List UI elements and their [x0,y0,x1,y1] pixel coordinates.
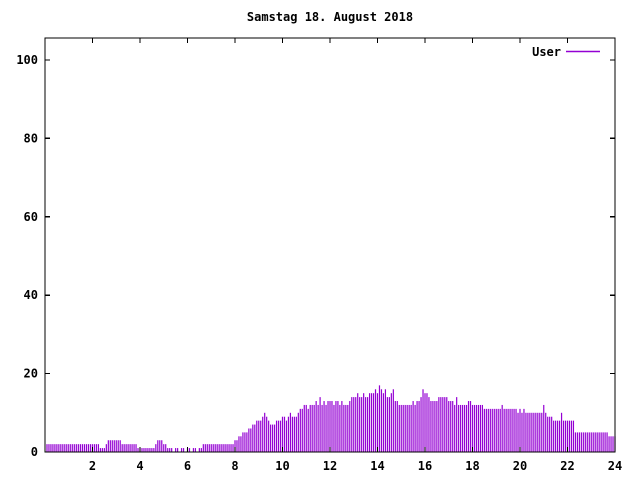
chart-title: Samstag 18. August 2018 [246,10,414,24]
x-tick-label: 12 [323,459,337,473]
x-tick-label: 16 [418,459,432,473]
y-tick-label: 80 [24,131,38,145]
y-tick-label: 60 [24,210,38,224]
x-tick-label: 18 [465,459,479,473]
y-tick-label: 20 [24,367,38,381]
x-tick-label: 8 [231,459,238,473]
x-tick-label: 6 [184,459,191,473]
x-tick-label: 4 [136,459,143,473]
y-tick-label: 40 [24,288,38,302]
y-tick-label: 100 [16,53,38,67]
x-tick-label: 10 [275,459,289,473]
legend-series-label: User [532,45,561,59]
x-tick-label: 2 [89,459,96,473]
plot-border [44,37,616,453]
x-tick-label: 24 [608,459,622,473]
x-tick-label: 14 [370,459,384,473]
x-tick-label: 22 [560,459,574,473]
x-tick-label: 20 [513,459,527,473]
y-tick-label: 0 [31,445,38,459]
